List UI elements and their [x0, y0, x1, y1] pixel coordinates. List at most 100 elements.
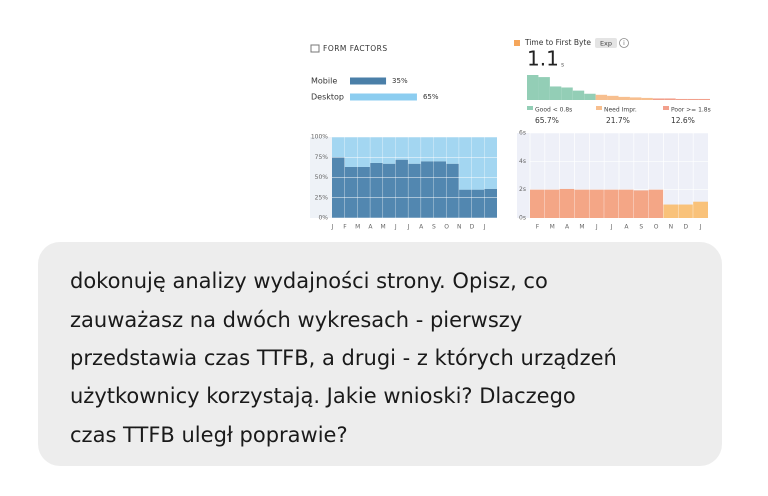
- bar-segment: [395, 159, 409, 218]
- histogram-bar: [607, 95, 619, 100]
- x-tick-label: S: [432, 224, 436, 231]
- bar-segment: [433, 161, 447, 218]
- y-tick-label: 25%: [315, 194, 329, 201]
- bar-segment: [357, 166, 371, 218]
- x-tick-label: M: [381, 224, 386, 231]
- badge-text: Exp: [600, 40, 612, 48]
- badge: [595, 38, 617, 48]
- x-tick-label: M: [550, 224, 555, 231]
- form-factor-icon: [310, 44, 320, 53]
- histogram-bar: [675, 98, 688, 100]
- info-icon: [619, 38, 629, 48]
- histogram-bar: [618, 96, 630, 100]
- bar-segment: [344, 137, 358, 167]
- bar-segment: [344, 166, 358, 218]
- value-label: 65%: [423, 93, 439, 101]
- legend-label: Need Impr.: [604, 107, 637, 114]
- info-text: i: [623, 40, 625, 47]
- bar: [530, 189, 545, 218]
- bar: [544, 189, 560, 218]
- bar: [604, 189, 619, 218]
- x-tick-label: J: [595, 224, 598, 231]
- metric-value: 1.1: [527, 47, 559, 71]
- x-tick-label: N: [669, 224, 674, 231]
- bar-segment: [332, 157, 345, 218]
- bar: [350, 77, 387, 85]
- x-tick-label: O: [444, 224, 449, 231]
- bar: [693, 201, 708, 218]
- legend-value: 21.7%: [606, 116, 630, 125]
- x-tick-label: O: [654, 224, 659, 231]
- message-line: dokonuję analizy wydajności strony. Opis…: [70, 269, 548, 293]
- x-tick-label: A: [565, 224, 570, 231]
- histogram-bar: [641, 97, 653, 100]
- y-tick-label: 2s: [519, 186, 526, 193]
- histogram-bar: [584, 93, 596, 100]
- bar-segment: [458, 137, 472, 190]
- bar-segment: [420, 161, 434, 218]
- bar: [574, 189, 590, 218]
- histogram-bar: [527, 75, 539, 100]
- bar-segment: [446, 137, 459, 164]
- bar-segment: [408, 137, 421, 164]
- bar-segment: [458, 189, 472, 218]
- x-tick-label: J: [483, 224, 486, 231]
- chart-title: FORM FACTORS: [323, 44, 388, 53]
- bar-segment: [370, 162, 383, 218]
- y-tick-label: 50%: [315, 174, 329, 181]
- histogram-bar: [549, 86, 562, 100]
- category-label: Mobile: [311, 77, 337, 86]
- y-tick-label: 75%: [315, 154, 329, 161]
- histogram-bar: [538, 77, 550, 100]
- y-tick-label: 6s: [519, 130, 526, 137]
- legend-swatch: [663, 106, 669, 110]
- bar-segment: [332, 137, 345, 158]
- value-label: 35%: [392, 77, 408, 85]
- x-tick-label: J: [330, 224, 333, 231]
- message-line: przedstawia czas TTFB, a drugi - z który…: [70, 346, 617, 370]
- x-tick-label: J: [407, 224, 410, 231]
- bar-segment: [471, 189, 485, 218]
- y-tick-label: 0s: [519, 215, 526, 222]
- bar: [619, 189, 634, 218]
- legend-swatch: [596, 106, 602, 110]
- message-line: zauważasz na dwóch wykresach - pierwszy: [70, 308, 522, 332]
- bar: [589, 189, 605, 218]
- histogram-bar: [561, 87, 573, 100]
- legend-label: Good < 0.8s: [535, 107, 572, 114]
- histogram-bar: [652, 98, 665, 100]
- bar-segment: [433, 137, 447, 162]
- legend-value: 65.7%: [535, 116, 559, 125]
- bar-segment: [484, 137, 497, 189]
- x-tick-label: F: [536, 224, 540, 231]
- message-line: czas TTFB uległ poprawie?: [70, 423, 348, 447]
- bar-segment: [408, 163, 421, 218]
- bar-segment: [357, 137, 371, 167]
- histogram-bar: [572, 90, 585, 100]
- histogram-bar: [595, 94, 608, 100]
- bar-segment: [370, 137, 383, 163]
- x-tick-label: A: [419, 224, 424, 231]
- x-tick-label: J: [610, 224, 613, 231]
- legend-value: 12.6%: [671, 116, 695, 125]
- x-tick-label: F: [343, 224, 347, 231]
- y-tick-label: 0%: [318, 215, 328, 222]
- histogram-bar: [629, 97, 642, 100]
- message-bubble: [38, 242, 722, 466]
- bar: [678, 204, 694, 218]
- y-tick-label: 4s: [519, 158, 526, 165]
- x-tick-label: D: [683, 224, 688, 231]
- category-label: Desktop: [311, 93, 344, 102]
- x-tick-label: M: [355, 224, 360, 231]
- histogram-bar: [698, 98, 710, 100]
- x-tick-label: M: [579, 224, 584, 231]
- legend-label: Poor >= 1.8s: [671, 107, 711, 114]
- bar-segment: [446, 163, 459, 218]
- y-tick-label: 100%: [311, 134, 328, 141]
- bar-segment: [395, 137, 409, 160]
- bar: [350, 93, 417, 101]
- bar: [648, 189, 664, 218]
- x-tick-label: A: [624, 224, 629, 231]
- message-line: użytkownicy korzystają. Jakie wnioski? D…: [70, 384, 576, 408]
